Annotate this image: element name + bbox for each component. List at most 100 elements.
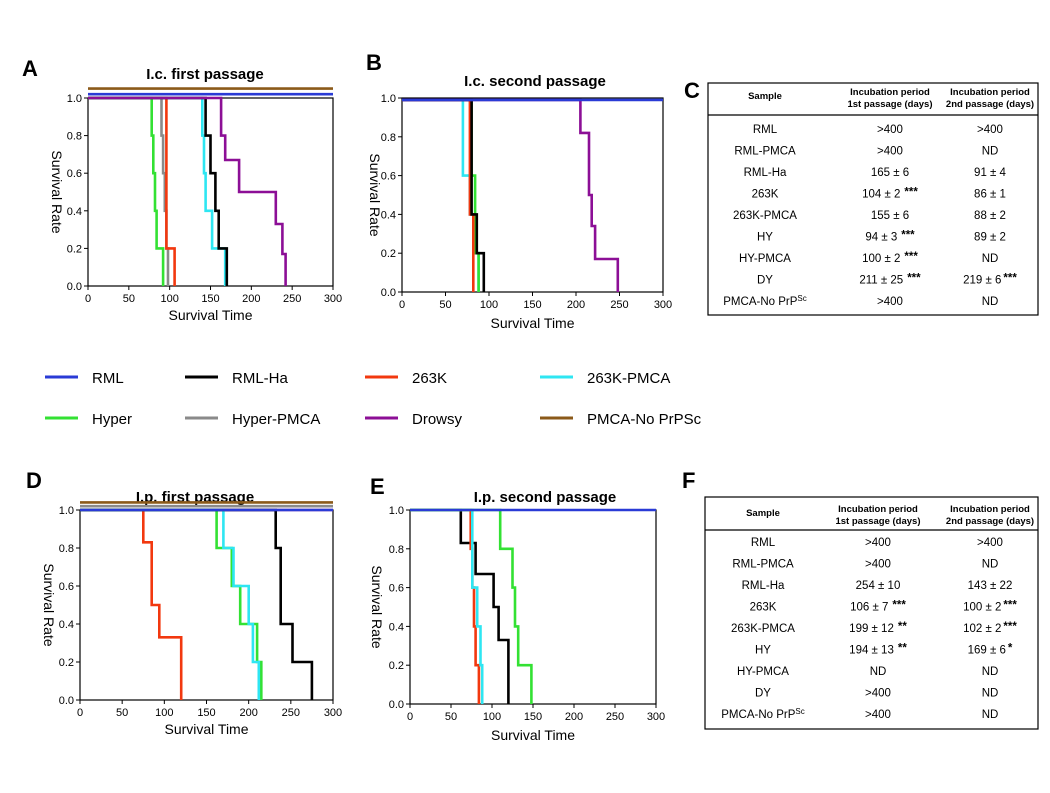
legend-label-263k-pmca: 263K-PMCA (587, 370, 670, 387)
chart-a-ylabel: Survival Rate (49, 150, 65, 233)
chart-d-ytick-label: 0.6 (59, 581, 74, 593)
table-f-cell-p2: 100 ± 2 *** (963, 600, 1017, 614)
table-c-cell-p1: >400 (877, 124, 903, 136)
table-f-header-p1: Incubation period (838, 504, 918, 515)
chart-d-xtick-label: 200 (239, 707, 257, 719)
table-f-cell-sample: 263K (750, 602, 777, 614)
table-c-cell-p1: 165 ± 6 (871, 167, 909, 179)
table-c-cell-sample: DY (757, 275, 773, 287)
table-f-cell-p2: 169 ± 6 * (968, 643, 1013, 657)
chart-b-xtick-label: 150 (523, 299, 541, 311)
chart-a-series-rml-ha (88, 96, 229, 286)
chart-a-xtick-label: 150 (201, 293, 219, 305)
table-f-cell-p2: ND (982, 688, 999, 700)
chart-e-series-263k-pmca (410, 508, 484, 704)
table-c-cell-p2: 91 ± 4 (974, 167, 1006, 179)
chart-a-series-263k-pmca (88, 96, 227, 286)
chart-b-series-rml-ha (402, 98, 486, 292)
table-c-cell-p2: >400 (977, 124, 1003, 136)
table-c-cell-sample: HY (757, 232, 773, 244)
table-c-cell-p2: ND (982, 296, 999, 308)
table-f-header-p2-sub: 2nd passage (days) (946, 516, 1034, 527)
chart-a-ytick-label: 0.8 (67, 131, 82, 143)
table-f-cell-p2: >400 (977, 537, 1003, 549)
table-c-cell-p1: 104 ± 2 *** (862, 187, 918, 201)
table-f-cell-p1: 199 ± 12 ** (849, 621, 907, 635)
chart-d-xtick-label: 0 (77, 707, 83, 719)
chart-d-ytick-label: 0.2 (59, 657, 74, 669)
table-f-header-p1-sub: 1st passage (days) (835, 516, 920, 527)
panel-label-c: C (684, 78, 700, 103)
table-c-cell-p1: 94 ± 3 *** (865, 230, 915, 244)
chart-d-xtick-label: 50 (116, 707, 128, 719)
table-c-cell-p2: 88 ± 2 (974, 210, 1006, 222)
chart-e-ytick-label: 0.8 (389, 544, 404, 556)
panel-label-b: B (366, 50, 382, 75)
table-c-header-p2-sub: 2nd passage (days) (946, 99, 1034, 110)
chart-b-series-drowsy (402, 98, 620, 292)
legend-label-hyper-pmca: Hyper-PMCA (232, 411, 320, 428)
chart-b: I.c. second passage 0.0 0.2 0.4 0.6 0.8 1.0 0 50… (367, 73, 672, 331)
table-f-header-p2: Incubation period (950, 504, 1030, 515)
table-f-cell-p1: >400 (865, 709, 891, 721)
panel-label-a: A (22, 56, 38, 81)
table-c-cell-p1: 211 ± 25 *** (859, 273, 921, 287)
chart-d-ylabel: Survival Rate (41, 563, 57, 646)
chart-b-xtick-label: 200 (567, 299, 585, 311)
chart-a-xtick-label: 200 (242, 293, 260, 305)
table-f-cell-p2: 102 ± 2 *** (963, 621, 1017, 635)
table-c-header-p1: Incubation period (850, 87, 930, 98)
table-c-cell-sample: RML-Ha (744, 167, 787, 179)
table-c-cell-sample: RML-PMCA (734, 146, 796, 158)
chart-e-frame (409, 509, 657, 705)
table-f-cell-sample: HY-PMCA (737, 666, 789, 678)
table-f-cell-p2: ND (982, 709, 999, 721)
legend-label-rml: RML (92, 370, 124, 387)
table-f-cell-p1: 254 ± 10 (856, 580, 901, 592)
table-c-cell-p1: >400 (877, 296, 903, 308)
table-f-cell-p1: 106 ± 7 *** (850, 600, 906, 614)
chart-d-xlabel: Survival Time (164, 721, 248, 737)
chart-d-xtick-label: 250 (282, 707, 300, 719)
chart-d-ytick-label: 0.4 (59, 619, 74, 631)
table-f-cell-sample: PMCA-No PrPSc (721, 707, 804, 721)
chart-e-ytick-label: 1.0 (389, 505, 404, 517)
chart-a-xtick-label: 0 (85, 293, 91, 305)
chart-b-frame (401, 97, 664, 293)
chart-a-xtick-label: 100 (160, 293, 178, 305)
chart-a-xtick-label: 50 (123, 293, 135, 305)
chart-e-xtick-label: 150 (524, 711, 542, 723)
legend-label-pmca-no-prpsc: PMCA-No PrPSc (587, 411, 702, 428)
panel-label-e: E (370, 474, 385, 499)
table-f-cell-p1: 194 ± 13 ** (849, 643, 907, 657)
table-f-cell-p1: >400 (865, 559, 891, 571)
chart-b-xtick-label: 300 (654, 299, 672, 311)
table-f-cell-p2: ND (982, 559, 999, 571)
table-c-cell-p1: >400 (877, 146, 903, 158)
legend-label-263k: 263K (412, 370, 447, 387)
chart-e-series-263k (410, 508, 481, 704)
chart-b-title: I.c. second passage (464, 73, 606, 90)
chart-d-series-rml-ha (80, 508, 314, 700)
table-f-header-sample: Sample (746, 508, 780, 519)
table-f-cell-p2: ND (982, 666, 999, 678)
chart-d-frame (79, 509, 334, 701)
chart-e-ytick-label: 0.0 (389, 699, 404, 711)
table-f-cell-sample: RML-PMCA (732, 559, 794, 571)
table-f-border (704, 496, 1039, 730)
table-f-cell-sample: RML-Ha (742, 580, 785, 592)
chart-a-xlabel: Survival Time (168, 307, 252, 323)
chart-a-frame (87, 97, 334, 287)
chart-e-series-rml-ha (410, 508, 510, 704)
chart-d-xtick-label: 150 (197, 707, 215, 719)
chart-b-ytick-label: 0.8 (381, 132, 396, 144)
table-c-cell-sample: 263K (752, 189, 779, 201)
table-c-cell-sample: PMCA-No PrPSc (723, 294, 806, 308)
chart-b-ytick-label: 0.6 (381, 171, 396, 183)
chart-e-ytick-label: 0.6 (389, 583, 404, 595)
chart-b-series-hyper (402, 98, 480, 292)
table-c-cell-p2: ND (982, 146, 999, 158)
chart-b-xtick-label: 0 (399, 299, 405, 311)
chart-e-xtick-label: 50 (445, 711, 457, 723)
